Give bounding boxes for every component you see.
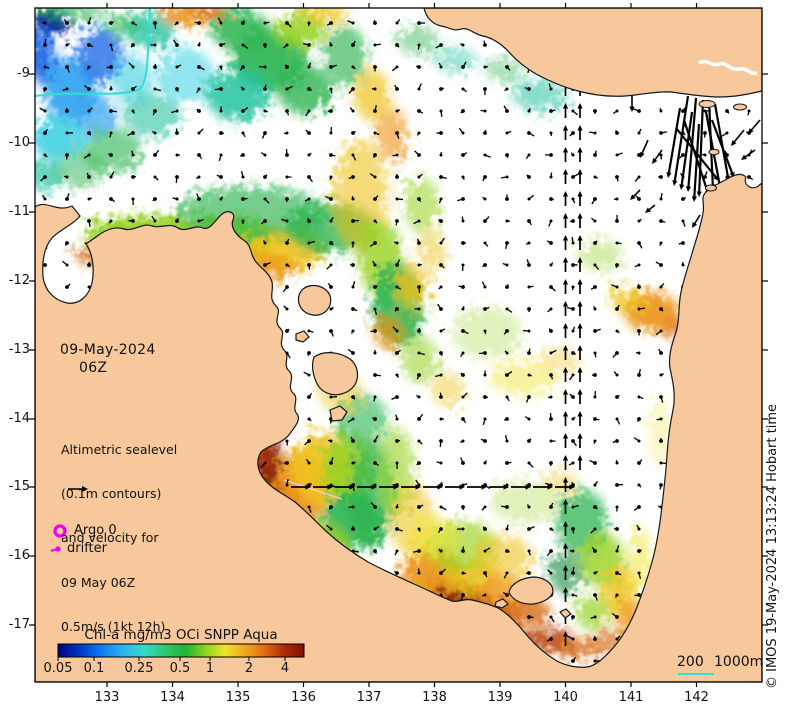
argo-legend-label: Argo 0: [74, 523, 117, 538]
x-tick-label: 136: [291, 690, 316, 705]
map-date: 09-May-2024: [60, 342, 156, 358]
drifter-legend-label: drifter: [67, 541, 107, 556]
x-tick-label: 140: [553, 690, 578, 705]
colorbar-tick-label: 0.1: [83, 661, 105, 676]
colorbar-tick-label: 1: [205, 661, 215, 676]
colorbar-tick-label: 0.05: [43, 661, 73, 676]
colorbar-title: Chl-a mg/m3 OCi SNPP Aqua: [84, 627, 278, 643]
annotation-layer: [50, 486, 714, 675]
argo-marker-icon: [53, 524, 67, 538]
drifter-marker-icon: [55, 546, 61, 552]
x-tick-label: 135: [225, 690, 251, 705]
x-tick-label: 142: [684, 690, 709, 705]
colorbar-tick-label: 4: [280, 661, 290, 676]
caption-line: and velocity for: [61, 530, 159, 546]
y-tick-label: -15: [8, 479, 30, 494]
depth-contour-layer: [35, 8, 343, 500]
x-tick-label: 138: [422, 690, 447, 705]
colorbar: [57, 643, 305, 661]
river: [698, 59, 758, 76]
y-tick-label: -14: [8, 411, 30, 426]
caption-line: (0.1m contours): [61, 486, 162, 501]
y-tick-label: -16: [8, 548, 30, 563]
y-tick-label: -11: [8, 204, 30, 219]
y-tick-label: -10: [8, 135, 30, 150]
altimetric-caption: Altimetric sealevel (0.1m contours) and …: [61, 414, 177, 664]
y-tick-label: -13: [8, 342, 30, 357]
plot-frame: [29, 3, 768, 687]
y-tick-label: -12: [8, 273, 30, 288]
caption-line: Altimetric sealevel: [61, 441, 178, 457]
caption-line: 0.5m/s (1kt 12h): [61, 618, 166, 634]
x-tick-label: 137: [356, 690, 382, 705]
x-tick-label: 139: [487, 690, 513, 705]
depth-scale-1000m: 1000m: [714, 654, 764, 670]
x-tick-label: 141: [618, 690, 644, 705]
x-tick-label: 133: [94, 690, 120, 705]
map-time: 06Z: [79, 360, 108, 376]
land-layer: [35, 8, 762, 682]
colorbar-tick-label: 0.5: [169, 661, 191, 676]
x-tick-label: 134: [160, 690, 185, 705]
y-tick-label: -17: [8, 617, 30, 632]
depth-scale-200: 200: [677, 654, 704, 670]
caption-line: 09 May 06Z: [61, 574, 136, 590]
colorbar-tick-label: 2: [244, 661, 254, 676]
colorbar-tick-label: 0.25: [124, 661, 154, 676]
y-tick-label: -9: [17, 66, 30, 81]
copyright-timestamp: © IMOS 19-May-2024 13:13:24 Hobart time: [765, 404, 780, 689]
